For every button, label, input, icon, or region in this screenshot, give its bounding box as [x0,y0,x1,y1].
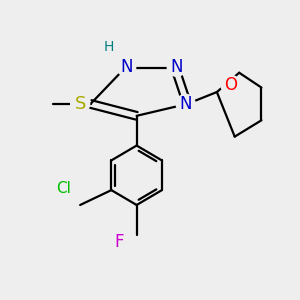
Text: F: F [114,233,124,251]
Circle shape [167,57,186,76]
Circle shape [50,175,77,202]
Circle shape [109,232,128,252]
Text: N: N [170,58,183,76]
Circle shape [117,57,136,76]
Text: N: N [120,58,133,76]
Circle shape [221,75,240,94]
Text: Cl: Cl [56,181,71,196]
Text: N: N [179,95,192,113]
Text: H: H [103,40,114,55]
Text: S: S [74,95,86,113]
Text: O: O [224,76,237,94]
Circle shape [70,94,90,113]
Circle shape [176,94,195,113]
